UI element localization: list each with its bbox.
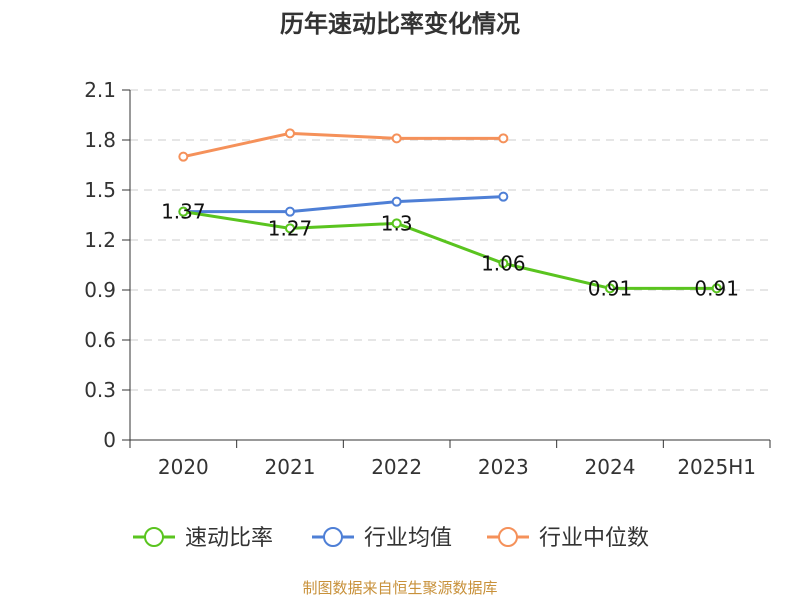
- y-tick-label: 0.3: [84, 378, 116, 402]
- x-tick-label: 2021: [265, 455, 316, 479]
- data-point: [498, 133, 509, 144]
- legend-label: 速动比率: [185, 526, 273, 551]
- legend[interactable]: 速动比率 行业均值 行业中位数: [133, 526, 649, 551]
- data-point: [285, 223, 295, 234]
- series-lines: [178, 128, 722, 294]
- legend-label: 行业中位数: [539, 526, 649, 551]
- data-label: 1.37: [161, 200, 206, 224]
- data-label: 1.27: [268, 216, 313, 240]
- legend-item[interactable]: 行业均值: [312, 526, 452, 551]
- data-label: 1.06: [481, 251, 526, 275]
- data-point: [178, 151, 189, 162]
- data-point: [285, 128, 295, 139]
- y-tick-label: 0.6: [84, 328, 116, 352]
- y-tick-label: 1.5: [84, 178, 116, 202]
- data-point: [391, 218, 402, 229]
- legend-marker-icon: [498, 527, 518, 547]
- grid-lines: [130, 89, 770, 391]
- legend-marker-icon: [144, 527, 164, 547]
- data-point: [498, 258, 509, 269]
- series-line: [181, 195, 505, 214]
- y-tick-label: 1.8: [84, 128, 116, 152]
- data-point: [391, 196, 402, 207]
- x-tick-label: 2023: [478, 455, 529, 479]
- y-tick-label: 2.1: [84, 78, 116, 102]
- x-tick-label: 2022: [371, 455, 422, 479]
- data-label: 0.91: [694, 276, 739, 300]
- y-tick-label: 0: [103, 428, 116, 452]
- series-line: [181, 131, 505, 159]
- data-point: [285, 206, 295, 217]
- x-tick-label: 2024: [585, 455, 636, 479]
- legend-marker-icon: [323, 527, 343, 547]
- data-labels: 1.37 1.27 1.3 1.06 0.91 0.91: [161, 200, 739, 301]
- data-point: [605, 283, 615, 294]
- legend-item[interactable]: 速动比率: [133, 526, 273, 551]
- data-label: 0.91: [588, 276, 633, 300]
- source-note: 制图数据来自恒生聚源数据库: [302, 579, 498, 597]
- axes: 0 0.3 0.6 0.9 1.2 1.5 1.8 2.1 2020 2021 2022 2023 20…: [84, 78, 771, 479]
- legend-label: 行业均值: [364, 526, 452, 551]
- x-tick-label: 2025H1: [677, 455, 756, 479]
- data-label: 1.3: [381, 211, 413, 235]
- x-tick-label: 2020: [158, 455, 209, 479]
- data-point: [711, 283, 722, 294]
- series-line: [181, 210, 719, 290]
- data-point: [391, 133, 402, 144]
- y-tick-label: 1.2: [84, 228, 116, 252]
- legend-item[interactable]: 行业中位数: [487, 526, 649, 551]
- data-point: [178, 206, 189, 217]
- data-point: [498, 191, 509, 202]
- y-tick-label: 0.9: [84, 278, 116, 302]
- chart-title: 历年速动比率变化情况: [280, 10, 520, 38]
